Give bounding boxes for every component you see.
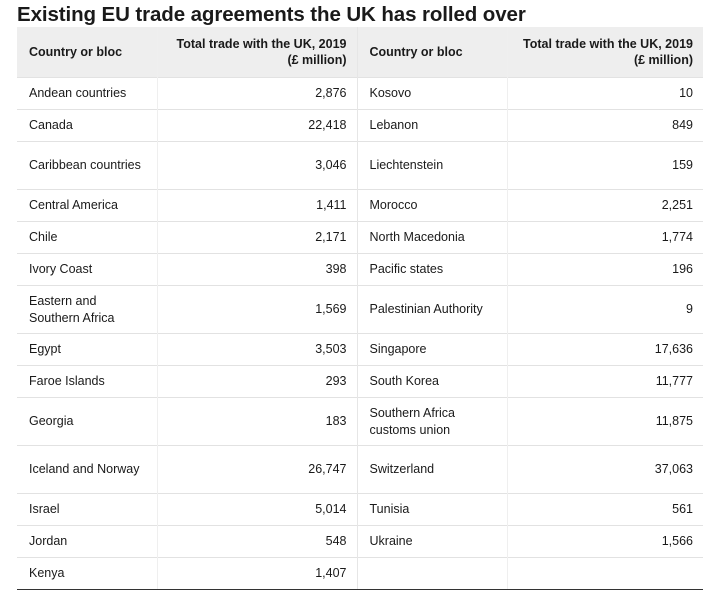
trade-value-cell: 3,503 (157, 333, 358, 366)
country-cell: Central America (17, 189, 158, 222)
trade-value-cell: 2,251 (507, 189, 703, 222)
country-cell: Andean countries (17, 77, 158, 110)
table-row: Georgia 183 Southern Africa customs unio… (17, 397, 703, 446)
trade-value-cell: 1,569 (157, 285, 358, 334)
trade-value-cell: 26,747 (157, 445, 358, 494)
country-cell: Israel (17, 493, 158, 526)
trade-value-cell: 1,566 (507, 525, 703, 558)
trade-value-cell: 5,014 (157, 493, 358, 526)
trade-value-cell: 183 (157, 397, 358, 446)
trade-value-cell: 849 (507, 109, 703, 142)
country-cell: Chile (17, 221, 158, 254)
trade-value-cell: 1,774 (507, 221, 703, 254)
country-cell: Singapore (357, 333, 508, 366)
country-cell: South Korea (357, 365, 508, 398)
trade-value-cell: 561 (507, 493, 703, 526)
header-country-right: Country or bloc (357, 27, 508, 78)
table-row: Central America 1,411 Morocco 2,251 (17, 189, 703, 222)
trade-value-cell: 196 (507, 253, 703, 286)
country-cell: Tunisia (357, 493, 508, 526)
table-row: Egypt 3,503 Singapore 17,636 (17, 333, 703, 366)
country-cell: Kosovo (357, 77, 508, 110)
country-cell: Ivory Coast (17, 253, 158, 286)
table-row: Faroe Islands 293 South Korea 11,777 (17, 365, 703, 398)
table-row: Caribbean countries 3,046 Liechtenstein … (17, 141, 703, 190)
trade-value-cell: 293 (157, 365, 358, 398)
table-row: Ivory Coast 398 Pacific states 196 (17, 253, 703, 286)
trade-value-cell: 11,875 (507, 397, 703, 446)
trade-value-cell: 3,046 (157, 141, 358, 190)
country-cell: Liechtenstein (357, 141, 508, 190)
country-cell: Kenya (17, 557, 158, 590)
table-row: Canada 22,418 Lebanon 849 (17, 109, 703, 142)
trade-value-cell: 9 (507, 285, 703, 334)
country-cell: Eastern and Southern Africa (17, 285, 158, 334)
trade-value-cell: 10 (507, 77, 703, 110)
header-trade-right: Total trade with the UK, 2019 (£ million… (507, 27, 703, 78)
country-cell: Ukraine (357, 525, 508, 558)
trade-value-cell: 548 (157, 525, 358, 558)
trade-value-cell: 159 (507, 141, 703, 190)
country-cell: Faroe Islands (17, 365, 158, 398)
table-row: Iceland and Norway 26,747 Switzerland 37… (17, 445, 703, 494)
trade-value-cell: 1,411 (157, 189, 358, 222)
country-cell: Morocco (357, 189, 508, 222)
trade-value-cell: 398 (157, 253, 358, 286)
trade-agreements-table: Country or bloc Total trade with the UK,… (17, 27, 703, 590)
country-cell: Egypt (17, 333, 158, 366)
trade-value-cell: 1,407 (157, 557, 358, 590)
country-cell: Lebanon (357, 109, 508, 142)
country-cell: Jordan (17, 525, 158, 558)
table-row: Andean countries 2,876 Kosovo 10 (17, 77, 703, 110)
table-row: Jordan 548 Ukraine 1,566 (17, 525, 703, 558)
header-country-left: Country or bloc (17, 27, 158, 78)
country-cell: Canada (17, 109, 158, 142)
table-row: Kenya 1,407 (17, 557, 703, 590)
country-cell: Iceland and Norway (17, 445, 158, 494)
country-cell: Pacific states (357, 253, 508, 286)
country-cell: Switzerland (357, 445, 508, 494)
country-cell: Palestinian Authority (357, 285, 508, 334)
country-cell: Georgia (17, 397, 158, 446)
trade-value-cell: 2,171 (157, 221, 358, 254)
country-cell: North Macedonia (357, 221, 508, 254)
trade-value-cell: 2,876 (157, 77, 358, 110)
header-trade-left: Total trade with the UK, 2019 (£ million… (157, 27, 358, 78)
page-title: Existing EU trade agreements the UK has … (17, 3, 526, 26)
country-cell: Southern Africa customs union (357, 397, 508, 446)
trade-value-cell: 11,777 (507, 365, 703, 398)
trade-value-cell (507, 557, 703, 590)
country-cell: Caribbean countries (17, 141, 158, 190)
table-row: Israel 5,014 Tunisia 561 (17, 493, 703, 526)
country-cell (357, 557, 508, 590)
table-header-row: Country or bloc Total trade with the UK,… (17, 27, 703, 78)
table-row: Chile 2,171 North Macedonia 1,774 (17, 221, 703, 254)
trade-value-cell: 37,063 (507, 445, 703, 494)
trade-value-cell: 17,636 (507, 333, 703, 366)
table-row: Eastern and Southern Africa 1,569 Palest… (17, 285, 703, 334)
trade-value-cell: 22,418 (157, 109, 358, 142)
